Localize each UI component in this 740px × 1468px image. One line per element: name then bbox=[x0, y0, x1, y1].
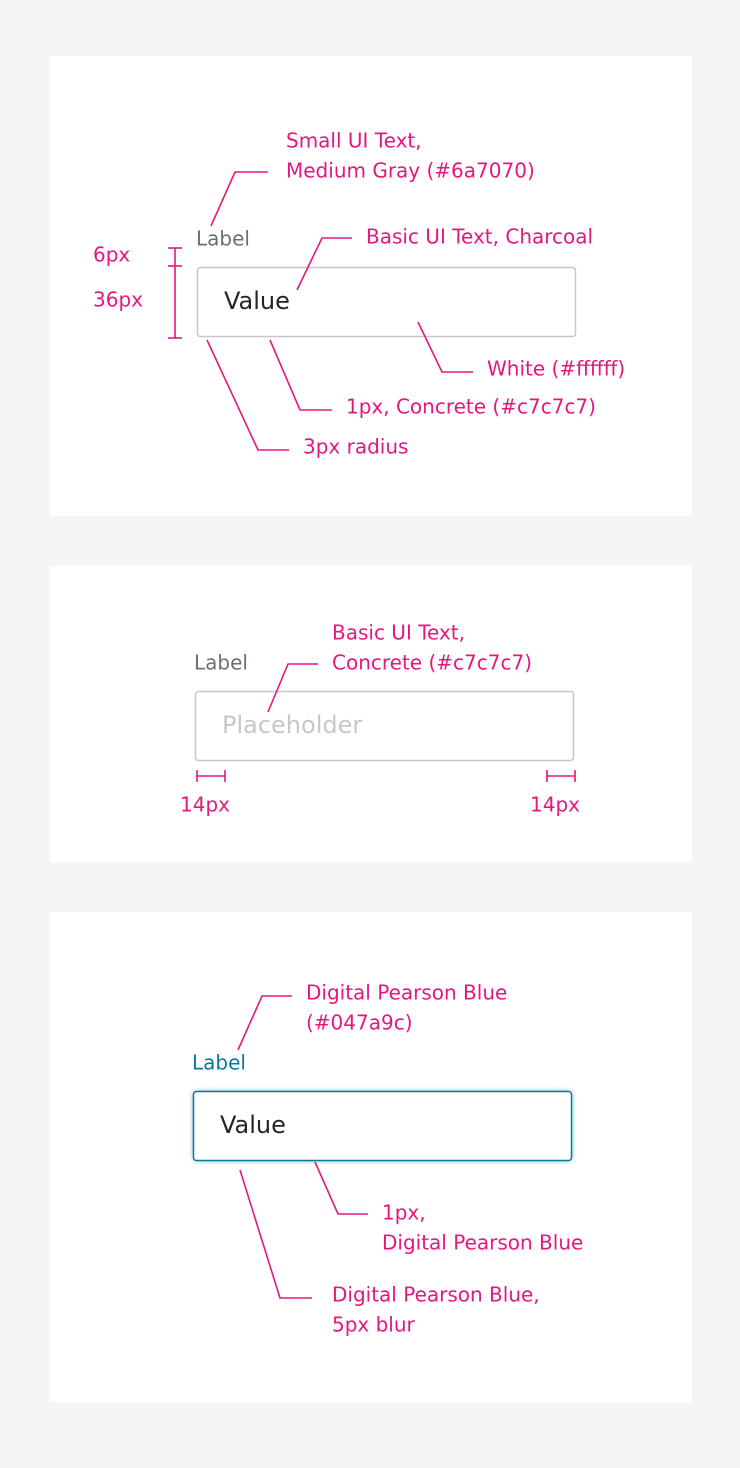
field-label: Label bbox=[194, 651, 248, 675]
annotation: White (#ffffff) bbox=[487, 357, 625, 381]
annotation: Basic UI Text, bbox=[332, 621, 465, 645]
annotation: 1px, Concrete (#c7c7c7) bbox=[346, 395, 596, 419]
leader-line bbox=[269, 339, 332, 411]
input-box bbox=[194, 690, 575, 762]
leader-line bbox=[314, 1161, 368, 1215]
annotation: Small UI Text, bbox=[286, 129, 422, 153]
dimension-label: 14px bbox=[530, 793, 580, 817]
input-value: Value bbox=[220, 1111, 286, 1139]
field-label: Label bbox=[192, 1051, 246, 1075]
input-placeholder: Placeholder bbox=[222, 711, 362, 739]
input-box bbox=[192, 1090, 573, 1162]
annotation: 1px, bbox=[382, 1201, 426, 1225]
leader-line bbox=[206, 339, 289, 451]
leader-line bbox=[417, 321, 473, 373]
leader-line bbox=[210, 171, 268, 227]
input-box bbox=[196, 266, 577, 338]
dimension-marker bbox=[168, 247, 182, 339]
input-value: Value bbox=[224, 287, 290, 315]
dimension-label: 6px bbox=[93, 243, 130, 267]
dimension-marker bbox=[196, 770, 576, 782]
annotation: (#047a9c) bbox=[306, 1011, 413, 1035]
annotation: 5px blur bbox=[332, 1313, 416, 1337]
annotation: 3px radius bbox=[303, 435, 408, 459]
annotation: Basic UI Text, Charcoal bbox=[366, 225, 593, 249]
leader-line bbox=[239, 1169, 312, 1299]
field-label: Label bbox=[196, 227, 250, 251]
annotation: Digital Pearson Blue bbox=[382, 1231, 583, 1255]
leader-line bbox=[267, 663, 318, 713]
annotation: Concrete (#c7c7c7) bbox=[332, 651, 532, 675]
annotation: Medium Gray (#6a7070) bbox=[286, 159, 535, 183]
dimension-label: 14px bbox=[180, 793, 230, 817]
annotation: Digital Pearson Blue, bbox=[332, 1283, 540, 1307]
annotation: Digital Pearson Blue bbox=[306, 981, 507, 1005]
dimension-label: 36px bbox=[93, 288, 143, 312]
leader-line bbox=[296, 237, 352, 291]
leader-line bbox=[237, 995, 292, 1051]
